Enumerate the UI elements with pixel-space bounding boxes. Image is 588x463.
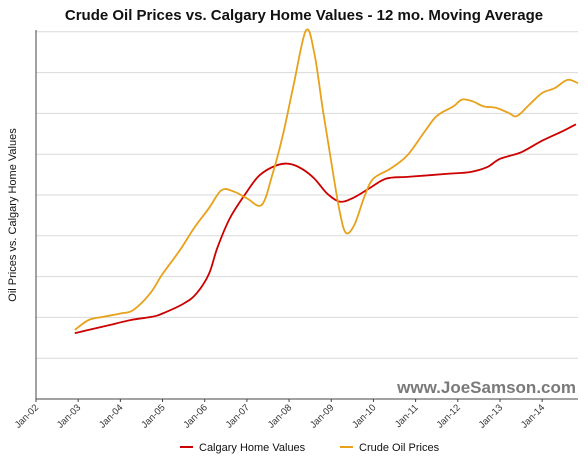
x-tick-label: Jan-11 <box>393 402 421 430</box>
x-tick-label: Jan-05 <box>139 402 167 430</box>
x-tick-label: Jan-12 <box>435 402 463 430</box>
x-tick-label: Jan-10 <box>350 402 378 430</box>
grid-lines <box>36 31 578 359</box>
series-line-calgary-home-values <box>74 123 577 335</box>
x-tick-label: Jan-13 <box>477 402 505 430</box>
x-tick-label: Jan-02 <box>13 402 41 430</box>
legend-label: Crude Oil Prices <box>359 442 440 454</box>
legend-label: Calgary Home Values <box>199 442 306 454</box>
x-tick-label: Jan-09 <box>308 402 336 430</box>
chart-title: Crude Oil Prices vs. Calgary Home Values… <box>65 7 543 24</box>
y-axis-label: Oil Prices vs. Calgary Home Values <box>7 128 19 302</box>
x-tick-label: Jan-04 <box>97 402 125 430</box>
watermark-text: www.JoeSamson.com <box>396 378 576 397</box>
x-tick-label: Jan-03 <box>55 402 83 430</box>
x-tick-label: Jan-06 <box>182 402 210 430</box>
series-lines <box>74 28 579 335</box>
x-axis-ticks: Jan-02 Jan-03 Jan-04 Jan-05 Jan-06 Jan-07 Jan-… <box>13 399 547 431</box>
chart-legend: Calgary Home Values Crude Oil Prices <box>180 442 440 454</box>
x-tick-label: Jan-14 <box>519 402 547 430</box>
series-line-crude-oil-prices <box>74 28 579 331</box>
x-tick-label: Jan-07 <box>224 402 252 430</box>
x-tick-label: Jan-08 <box>266 402 294 430</box>
